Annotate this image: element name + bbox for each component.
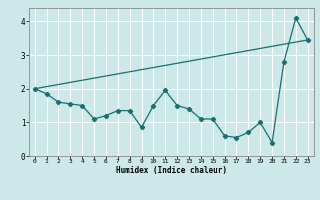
X-axis label: Humidex (Indice chaleur): Humidex (Indice chaleur) [116,166,227,175]
